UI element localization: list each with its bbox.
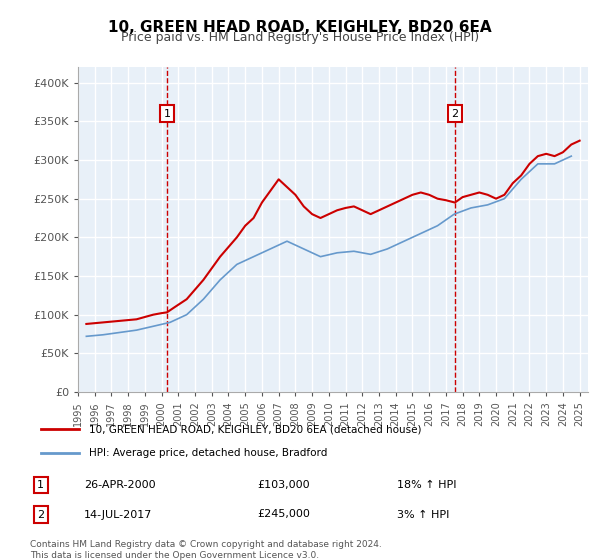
- Text: 3% ↑ HPI: 3% ↑ HPI: [397, 510, 449, 520]
- Text: 2: 2: [37, 510, 44, 520]
- Text: 10, GREEN HEAD ROAD, KEIGHLEY, BD20 6EA (detached house): 10, GREEN HEAD ROAD, KEIGHLEY, BD20 6EA …: [89, 424, 422, 435]
- Text: 1: 1: [163, 109, 170, 119]
- Text: HPI: Average price, detached house, Bradford: HPI: Average price, detached house, Brad…: [89, 447, 328, 458]
- Text: Contains HM Land Registry data © Crown copyright and database right 2024.
This d: Contains HM Land Registry data © Crown c…: [30, 540, 382, 560]
- Text: 1: 1: [37, 480, 44, 490]
- Text: 18% ↑ HPI: 18% ↑ HPI: [397, 480, 457, 490]
- Text: £103,000: £103,000: [257, 480, 310, 490]
- Text: 26-APR-2000: 26-APR-2000: [84, 480, 155, 490]
- Text: £245,000: £245,000: [257, 510, 310, 520]
- Text: 14-JUL-2017: 14-JUL-2017: [84, 510, 152, 520]
- Text: 10, GREEN HEAD ROAD, KEIGHLEY, BD20 6EA: 10, GREEN HEAD ROAD, KEIGHLEY, BD20 6EA: [108, 20, 492, 35]
- Text: Price paid vs. HM Land Registry's House Price Index (HPI): Price paid vs. HM Land Registry's House …: [121, 31, 479, 44]
- Text: 2: 2: [451, 109, 458, 119]
